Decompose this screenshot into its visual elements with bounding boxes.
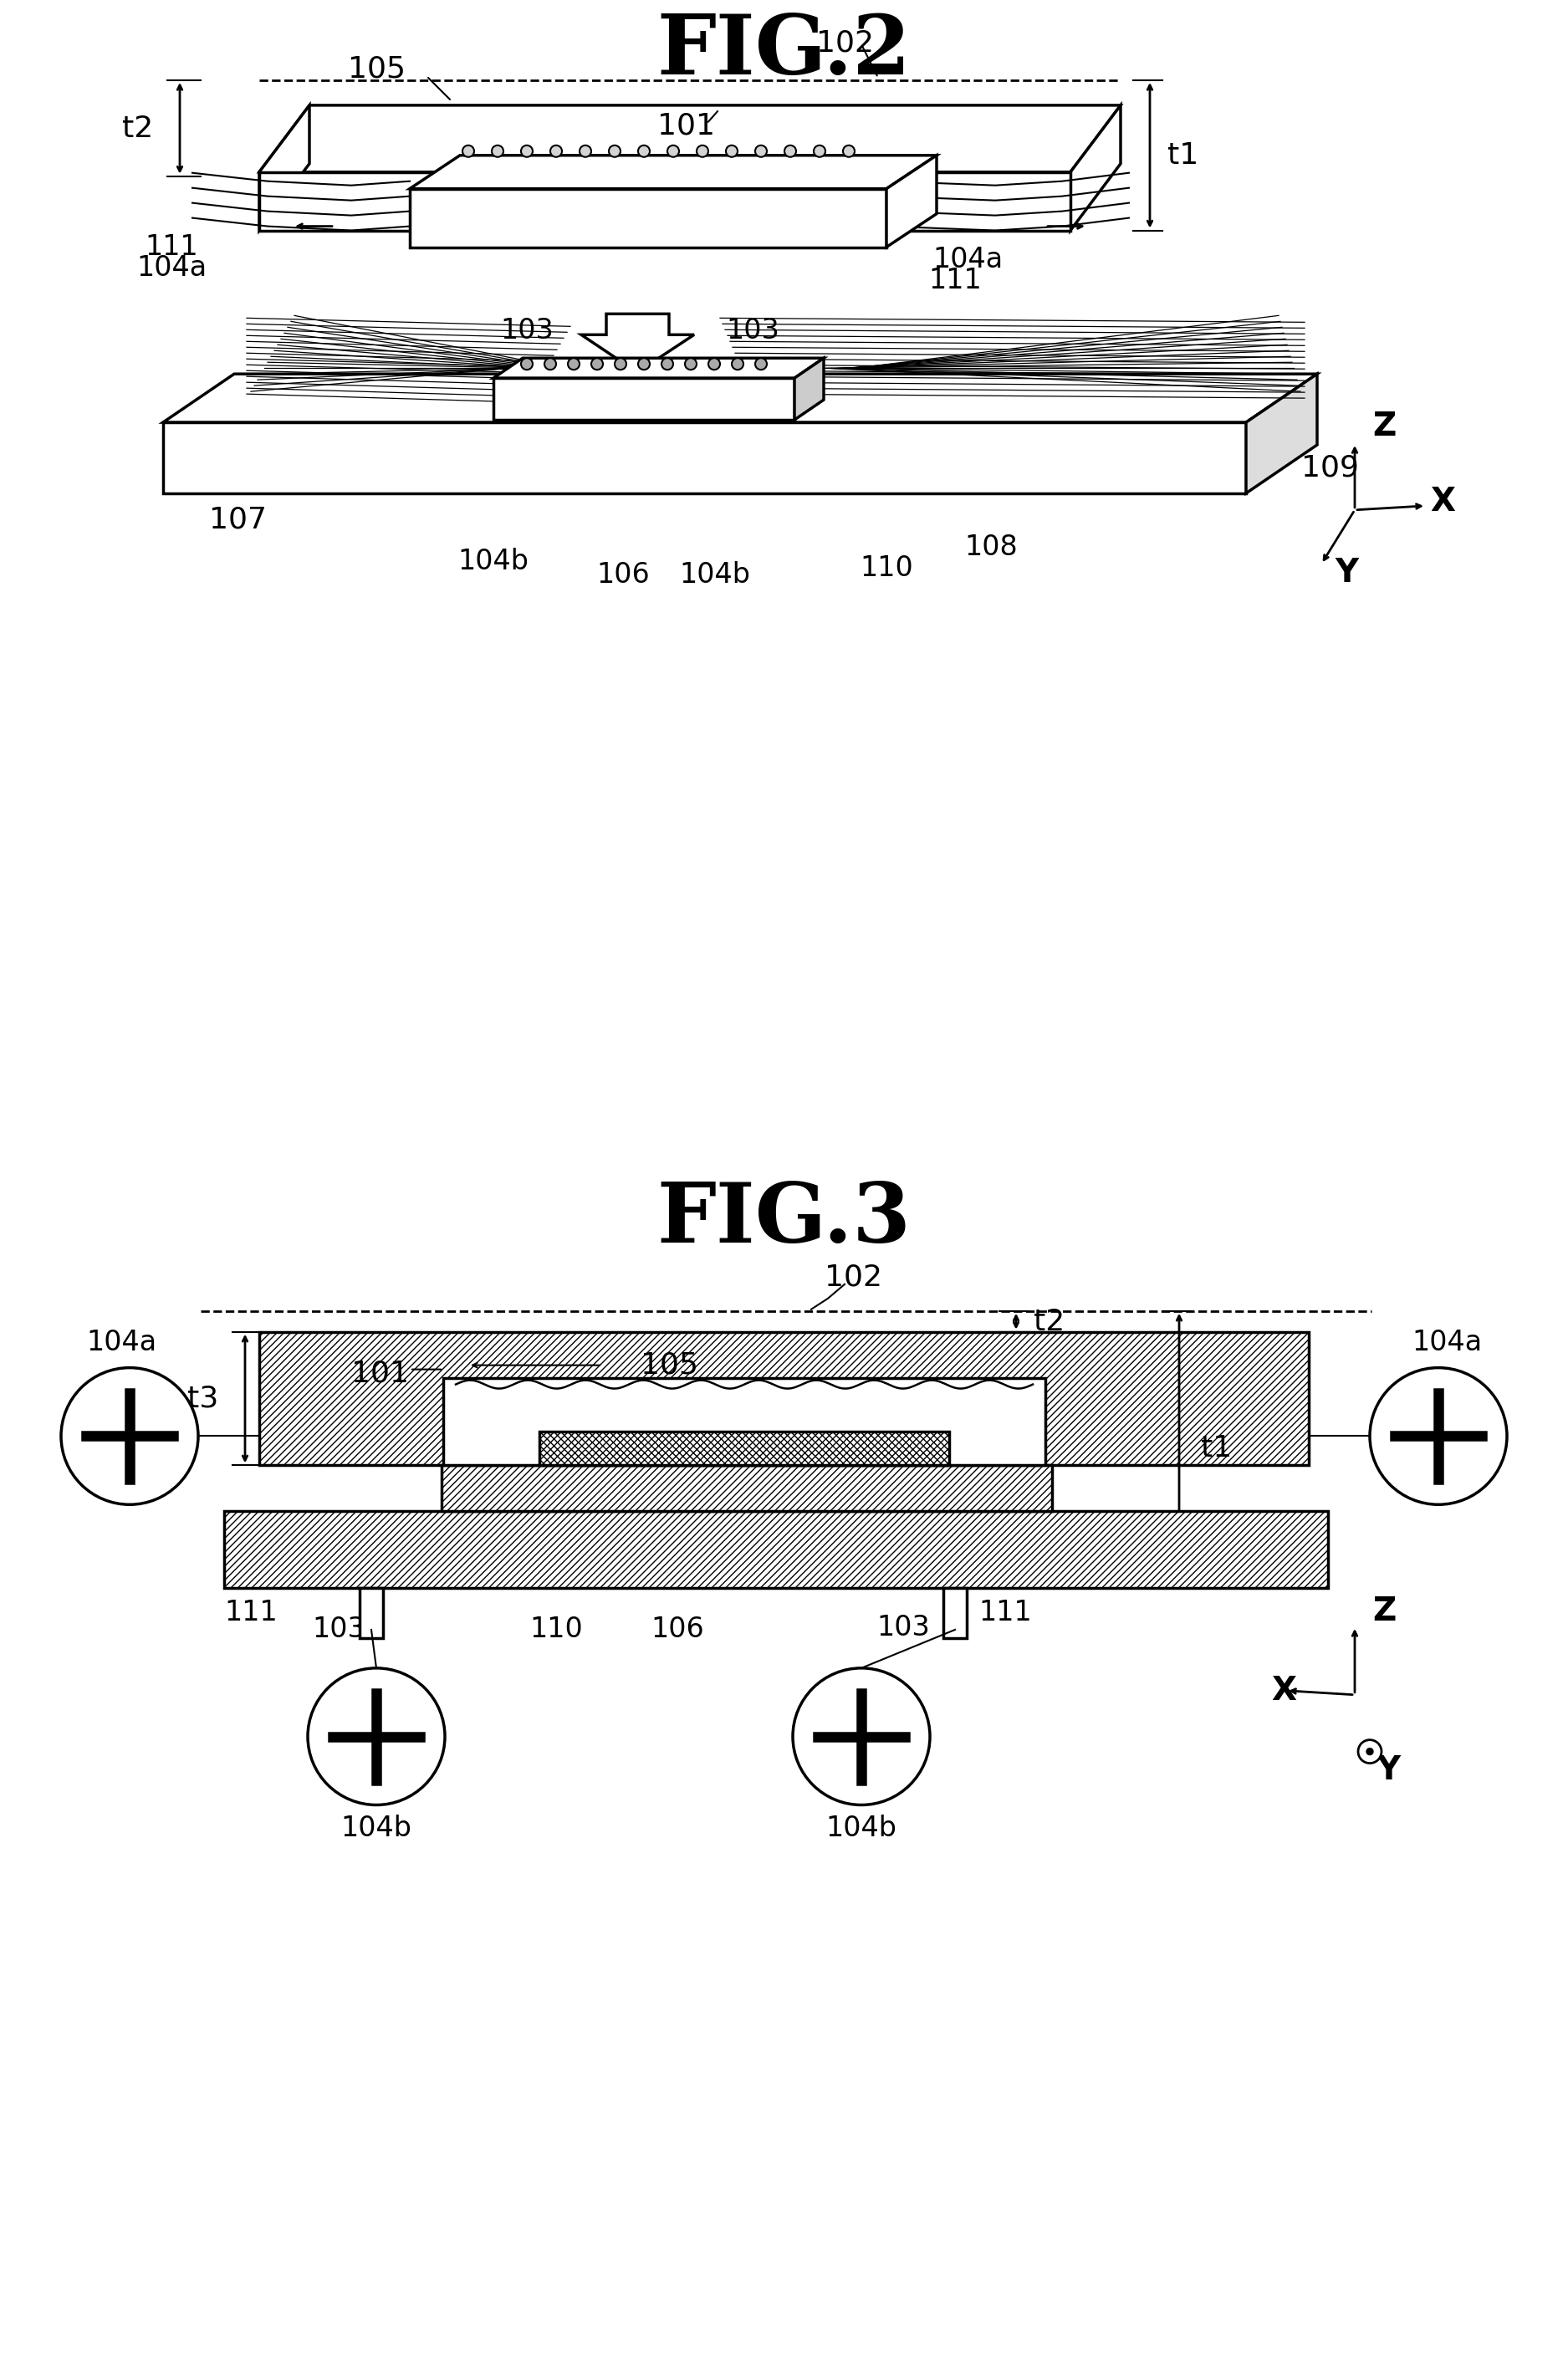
Text: 104b: 104b	[340, 1815, 412, 1841]
Text: 111: 111	[978, 1599, 1032, 1627]
Polygon shape	[1247, 374, 1317, 492]
Polygon shape	[582, 314, 695, 371]
Text: 104a: 104a	[933, 245, 1004, 274]
Circle shape	[685, 359, 696, 369]
Polygon shape	[795, 359, 823, 419]
Text: X: X	[1272, 1675, 1297, 1706]
Circle shape	[492, 145, 503, 157]
Polygon shape	[494, 359, 823, 378]
Bar	[494, 378, 795, 419]
Circle shape	[521, 145, 533, 157]
Circle shape	[580, 145, 591, 157]
Circle shape	[61, 1368, 198, 1504]
Bar	[224, 1511, 1328, 1589]
Text: 110: 110	[530, 1615, 583, 1644]
Text: 101: 101	[351, 1358, 409, 1387]
Text: 102: 102	[815, 29, 873, 57]
Circle shape	[591, 359, 604, 369]
Text: 111: 111	[224, 1599, 278, 1627]
Circle shape	[615, 359, 626, 369]
Polygon shape	[886, 155, 936, 247]
Polygon shape	[409, 155, 936, 188]
Text: 104a: 104a	[136, 255, 207, 281]
Circle shape	[844, 145, 855, 157]
Circle shape	[568, 359, 580, 369]
Text: X: X	[1430, 485, 1455, 519]
Circle shape	[756, 359, 767, 369]
Text: t2: t2	[1033, 1308, 1065, 1337]
Circle shape	[608, 145, 621, 157]
Circle shape	[1358, 1739, 1381, 1763]
Circle shape	[793, 1668, 930, 1806]
Text: 104a: 104a	[1411, 1330, 1482, 1356]
Text: 106: 106	[651, 1615, 704, 1644]
Bar	[163, 423, 1247, 492]
Circle shape	[662, 359, 673, 369]
Polygon shape	[259, 105, 1121, 171]
Circle shape	[544, 359, 557, 369]
Text: 104a: 104a	[86, 1330, 157, 1356]
Polygon shape	[259, 105, 309, 231]
Polygon shape	[163, 374, 1317, 423]
Polygon shape	[1071, 105, 1121, 231]
Text: t1: t1	[1201, 1435, 1232, 1463]
Circle shape	[638, 145, 649, 157]
Text: 104b: 104b	[679, 561, 751, 590]
Text: 110: 110	[859, 554, 913, 583]
Text: 105: 105	[348, 55, 405, 83]
Polygon shape	[259, 171, 1071, 231]
Text: 103: 103	[500, 316, 554, 345]
Circle shape	[1370, 1368, 1507, 1504]
Text: 105: 105	[640, 1351, 698, 1380]
Bar	[259, 1332, 1309, 1465]
Bar	[539, 1432, 949, 1465]
Text: 107: 107	[210, 507, 267, 535]
Circle shape	[550, 145, 561, 157]
Circle shape	[521, 359, 533, 369]
Text: t2: t2	[122, 114, 154, 143]
Circle shape	[307, 1668, 445, 1806]
Text: 103: 103	[312, 1615, 365, 1644]
Bar	[442, 1465, 1052, 1511]
Text: 103: 103	[726, 316, 779, 345]
Polygon shape	[409, 188, 886, 247]
Bar	[444, 1377, 1046, 1465]
Bar	[359, 1589, 383, 1639]
Bar	[944, 1589, 967, 1639]
Text: 108: 108	[964, 533, 1018, 561]
Circle shape	[732, 359, 743, 369]
Circle shape	[668, 145, 679, 157]
Circle shape	[696, 145, 709, 157]
Text: t3: t3	[188, 1385, 220, 1413]
Text: 103: 103	[877, 1615, 930, 1642]
Circle shape	[814, 145, 825, 157]
Text: Y: Y	[1377, 1753, 1400, 1787]
Circle shape	[1366, 1749, 1374, 1756]
Text: FIG.2: FIG.2	[657, 10, 911, 90]
Text: 109: 109	[1301, 454, 1358, 483]
Text: 101: 101	[657, 112, 715, 140]
Text: 106: 106	[596, 561, 649, 590]
Text: 111: 111	[144, 233, 198, 262]
Circle shape	[638, 359, 649, 369]
Text: 111: 111	[928, 266, 982, 295]
Text: 104b: 104b	[458, 547, 528, 576]
Text: Z: Z	[1372, 1596, 1396, 1627]
Circle shape	[463, 145, 474, 157]
Text: 102: 102	[825, 1263, 881, 1292]
Circle shape	[726, 145, 737, 157]
Text: 104b: 104b	[826, 1815, 897, 1841]
Circle shape	[709, 359, 720, 369]
Circle shape	[784, 145, 797, 157]
Circle shape	[756, 145, 767, 157]
Text: t1: t1	[1168, 140, 1200, 169]
Text: Z: Z	[1372, 412, 1396, 442]
Text: FIG.3: FIG.3	[657, 1178, 911, 1261]
Text: Y: Y	[1334, 557, 1358, 588]
